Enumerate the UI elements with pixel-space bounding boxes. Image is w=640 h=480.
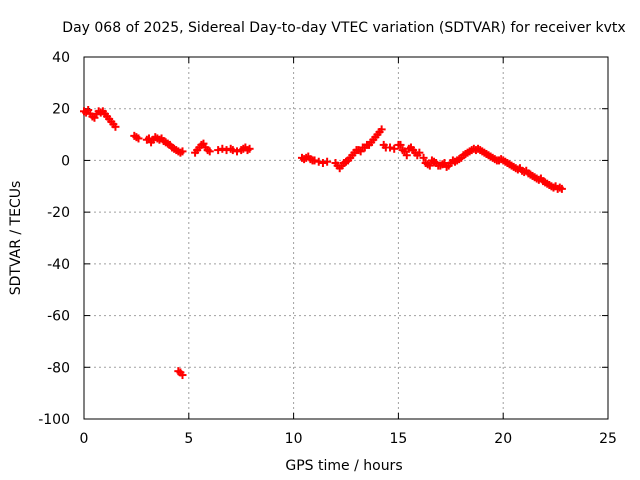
- y-tick-label: -40: [47, 257, 70, 273]
- data-point: [310, 156, 319, 165]
- y-tick-label: 0: [61, 153, 70, 169]
- data-point: [318, 159, 327, 168]
- data-point: [214, 146, 223, 155]
- y-tick-label: -20: [47, 205, 70, 221]
- x-tick-label: 0: [80, 431, 89, 447]
- data-point: [419, 153, 428, 162]
- data-points: [80, 106, 566, 380]
- data-point: [386, 143, 395, 152]
- y-tick-label: -60: [47, 309, 70, 325]
- y-tick-label: -100: [38, 412, 70, 428]
- data-point: [218, 144, 227, 153]
- data-point: [415, 148, 424, 157]
- data-point: [425, 161, 434, 170]
- axis-ticks: [83, 56, 609, 420]
- x-tick-label: 15: [389, 431, 407, 447]
- y-tick-label: 40: [52, 50, 70, 66]
- data-point: [390, 144, 399, 153]
- x-tick-label: 25: [599, 431, 617, 447]
- data-point: [377, 125, 386, 134]
- data-point: [111, 122, 120, 131]
- data-point: [314, 157, 323, 166]
- data-point: [233, 147, 242, 156]
- data-point: [205, 147, 214, 156]
- y-axis-label: SDTVAR / TECUs: [8, 181, 24, 296]
- data-point: [396, 140, 405, 149]
- data-point: [178, 147, 187, 156]
- grid-lines: [84, 57, 608, 419]
- data-point: [178, 371, 187, 380]
- plot-frame: [83, 56, 609, 420]
- chart-title: Day 068 of 2025, Sidereal Day-to-day VTE…: [62, 20, 625, 36]
- data-point: [228, 146, 237, 155]
- data-point: [134, 134, 143, 143]
- x-tick-labels: 0 5 10 15 20 25: [80, 431, 617, 447]
- y-tick-label: -80: [47, 360, 70, 376]
- y-tick-label: 20: [52, 102, 70, 118]
- data-point: [557, 184, 566, 193]
- x-tick-label: 20: [494, 431, 512, 447]
- data-point: [402, 151, 411, 160]
- x-tick-label: 5: [184, 431, 193, 447]
- data-point: [323, 157, 332, 166]
- x-axis-label: GPS time / hours: [285, 458, 402, 474]
- data-point: [245, 144, 254, 153]
- x-tick-label: 10: [285, 431, 303, 447]
- y-tick-labels: 40 20 0 -20 -40 -60 -80 -100: [38, 50, 70, 428]
